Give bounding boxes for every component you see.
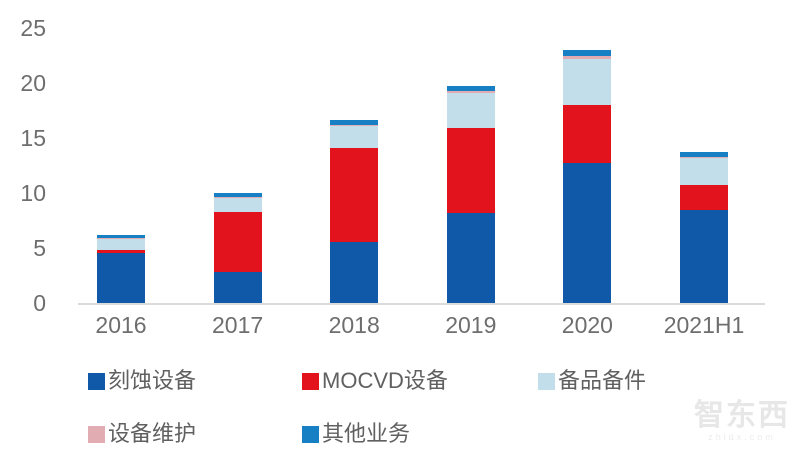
legend-swatch-icon	[88, 372, 105, 390]
bar-segment-备品备件	[446, 92, 495, 129]
y-axis-tick-label: 10	[20, 180, 46, 206]
bar-segment-MOCVD设备	[680, 184, 728, 211]
x-axis-label-2016: 2016	[95, 312, 147, 338]
bar-segment-设备维护	[330, 124, 379, 126]
legend-swatch-icon	[538, 372, 555, 390]
legend-item-MOCVD设备: MOCVD设备	[302, 368, 448, 394]
legend-item-刻蚀设备: 刻蚀设备	[88, 368, 196, 394]
bar-segment-设备维护	[213, 197, 262, 199]
bar-segment-备品备件	[213, 198, 262, 212]
bar-segment-备品备件	[330, 125, 379, 148]
legend-swatch-icon	[302, 425, 319, 443]
bar-segment-设备维护	[446, 91, 495, 93]
y-axis-tick-label: 20	[20, 70, 46, 96]
x-axis-label-2017: 2017	[212, 312, 264, 338]
x-axis-line	[78, 303, 765, 305]
bar-segment-MOCVD设备	[213, 211, 262, 273]
x-axis-label-2020: 2020	[561, 312, 613, 338]
y-axis-tick-label: 0	[33, 290, 46, 316]
legend-swatch-icon	[88, 425, 105, 443]
y-axis-tick-label: 25	[20, 15, 46, 41]
watermark: 智东西 zhidx.com	[694, 399, 790, 443]
y-axis-tick-label: 15	[20, 125, 46, 151]
watermark-subtext: zhidx.com	[708, 432, 776, 442]
watermark-text: 智东西	[694, 399, 790, 432]
bar-segment-刻蚀设备	[680, 210, 728, 303]
bar-segment-其他业务	[330, 120, 379, 125]
legend-label: 设备维护	[108, 421, 197, 446]
bar-segment-设备维护	[680, 156, 728, 158]
bar-segment-刻蚀设备	[330, 242, 379, 303]
x-axis-label-2019: 2019	[445, 312, 497, 338]
legend-item-其他业务: 其他业务	[302, 421, 410, 447]
bar-segment-其他业务	[446, 86, 495, 92]
bar-segment-MOCVD设备	[446, 128, 495, 213]
bar-2017	[213, 193, 262, 303]
y-axis-tick-label: 5	[33, 235, 46, 261]
bar-2021H1	[680, 152, 728, 303]
bar-segment-设备维护	[563, 55, 612, 59]
legend-item-设备维护: 设备维护	[88, 421, 196, 447]
legend-label: MOCVD设备	[322, 368, 448, 393]
legend-label: 备品备件	[558, 368, 647, 393]
legend-swatch-icon	[302, 372, 319, 390]
bar-segment-其他业务	[563, 50, 612, 56]
x-axis-label-2018: 2018	[328, 312, 380, 338]
bar-2020	[563, 50, 612, 303]
bar-segment-MOCVD设备	[330, 147, 379, 243]
bar-segment-刻蚀设备	[213, 272, 262, 303]
bar-2019	[446, 86, 495, 303]
bar-segment-其他业务	[680, 152, 728, 157]
bar-segment-刻蚀设备	[563, 163, 612, 303]
bar-segment-其他业务	[97, 234, 145, 239]
legend-label: 其他业务	[322, 421, 411, 446]
bar-segment-MOCVD设备	[97, 250, 145, 254]
bar-segment-刻蚀设备	[446, 212, 495, 303]
bar-segment-其他业务	[213, 193, 262, 198]
legend-item-备品备件: 备品备件	[538, 368, 646, 394]
x-axis-label-2021H1: 2021H1	[663, 312, 745, 338]
bar-segment-MOCVD设备	[563, 104, 612, 164]
bar-segment-备品备件	[97, 239, 145, 251]
bar-2018	[330, 120, 379, 303]
bar-segment-设备维护	[97, 238, 145, 240]
bar-segment-备品备件	[680, 157, 728, 185]
legend-label: 刻蚀设备	[108, 368, 197, 393]
bar-segment-备品备件	[563, 58, 612, 105]
bar-segment-刻蚀设备	[97, 253, 145, 303]
bar-2016	[97, 234, 145, 303]
